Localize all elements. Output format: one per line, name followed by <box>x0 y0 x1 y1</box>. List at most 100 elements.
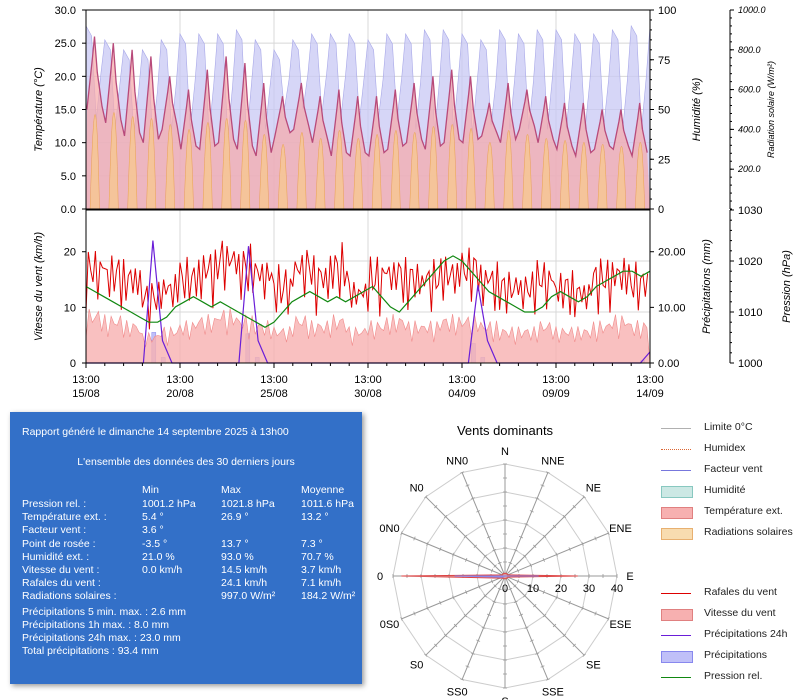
legend-item: Pression rel. <box>658 669 800 685</box>
report-extra-line: Total précipitations : 93.4 mm <box>22 645 159 658</box>
radar-spoke-tick <box>476 639 481 642</box>
ylabel-solar: Radiation solaire (W/m²) <box>766 61 776 158</box>
report-extra-line: Précipitations 5 min. max. : 2.6 mm <box>22 605 186 618</box>
radar-spoke-tick <box>581 606 584 611</box>
radar-direction-label: S <box>501 696 508 700</box>
tick-label-precipitation: 10.00 <box>658 302 686 314</box>
radar-spoke-tick <box>481 523 486 526</box>
solar-radiation-peak <box>371 134 382 210</box>
tick-label-solar: 600.0 <box>738 85 761 95</box>
radar-direction-label: 0 <box>377 571 383 583</box>
radar-spoke-tick <box>529 584 533 589</box>
report-value-max: 24.1 km/h <box>221 577 268 590</box>
tick-label-temperature: 25.0 <box>55 38 76 50</box>
radar-spoke-tick <box>492 548 497 552</box>
tick-label-time: 13:00 <box>542 374 570 386</box>
report-row-label: Température ext. : <box>22 511 107 524</box>
tick-label-pressure: 1010 <box>738 307 762 319</box>
radar-spoke-tick <box>542 557 545 562</box>
radar-spoke-tick <box>470 497 475 500</box>
radar-direction-label: ESE <box>609 619 631 631</box>
radar-spoke-tick <box>594 611 597 616</box>
radar-spoke-tick <box>594 536 597 541</box>
wind-gust-line <box>85 240 649 330</box>
report-value-min: -3.5 ° <box>142 537 168 550</box>
radar-spoke-tick <box>529 639 534 642</box>
radar-spoke-tick <box>582 495 586 499</box>
radar-spoke-tick <box>443 633 448 638</box>
radar-spoke-tick <box>562 514 567 519</box>
radar-spoke-tick <box>533 604 537 608</box>
tick-label-solar: 800.0 <box>738 45 761 55</box>
tick-label-temperature: 5.0 <box>61 171 76 183</box>
legend-swatch <box>661 486 693 498</box>
solar-radiation-peak <box>465 128 476 210</box>
radar-spoke-tick <box>497 587 502 591</box>
report-row-label: Radiations solaires : <box>22 590 117 603</box>
radar-spoke-tick <box>523 554 527 558</box>
radar-spoke-tick <box>568 547 571 552</box>
radar-spoke-tick <box>524 523 529 526</box>
solar-radiation-peak <box>334 130 345 210</box>
radar-spoke-tick <box>493 564 497 568</box>
legend-item: Rafales du vent <box>658 585 800 601</box>
radar-spoke-tick <box>434 643 438 647</box>
radar-spoke-tick <box>519 613 524 616</box>
report-value-avg: 70.7 % <box>301 550 334 563</box>
solar-radiation-peak <box>202 122 213 210</box>
radar-spoke-tick <box>542 534 547 539</box>
legend-item: Précipitations <box>658 648 800 664</box>
solar-radiation-peak <box>296 132 307 210</box>
radar-spoke-tick <box>535 652 540 655</box>
report-value-min: 21.0 % <box>142 550 175 563</box>
report-value-min: 1001.2 hPa <box>142 498 196 510</box>
radar-spoke-tick <box>463 534 468 539</box>
tick-label-time: 13:00 <box>448 374 476 386</box>
radar-spoke-tick <box>607 616 610 621</box>
radar-spoke-tick <box>582 653 586 657</box>
tick-label-temperature: 20.0 <box>55 71 76 83</box>
header-avg: Moyenne <box>301 484 345 496</box>
legend-swatch <box>661 635 691 636</box>
radar-spoke-tick <box>452 595 455 600</box>
report-value-min: 3.6 ° <box>142 524 164 537</box>
radar-spoke-tick <box>473 604 477 608</box>
solar-radiation-peak <box>447 124 457 210</box>
tick-label-date: 14/09 <box>636 388 664 400</box>
radar-spoke-tick <box>516 568 520 573</box>
radar-spoke-tick <box>413 536 416 541</box>
report-value-max: 93.0 % <box>221 550 254 563</box>
radar-spoke-tick <box>497 561 502 565</box>
radar-spoke-tick <box>513 600 518 604</box>
solar-radiation-peak <box>390 130 401 210</box>
radar-speed-area <box>454 575 539 578</box>
tick-label-wind: 10 <box>64 302 76 314</box>
report-extra-line: Précipitations 24h max. : 23.0 mm <box>22 632 181 644</box>
tick-label-pressure: 1030 <box>738 205 762 217</box>
ylabel-wind: Vitesse du vent (km/h) <box>33 232 45 342</box>
radar-spoke-tick <box>490 568 494 573</box>
radar-spoke-tick <box>473 544 477 548</box>
solar-radiation-peak <box>315 138 326 210</box>
report-row-label: Point de rosée : <box>22 537 96 550</box>
radar-spoke-tick <box>581 541 584 546</box>
radar-spoke-tick <box>465 590 468 595</box>
radar-direction-label: E <box>626 571 633 583</box>
tick-label-temperature: 0.0 <box>61 204 76 216</box>
ylabel-pressure: Pression (hPa) <box>781 250 793 323</box>
tick-label-temperature: 15.0 <box>55 105 76 117</box>
report-value-max: 1021.8 hPa <box>221 498 275 510</box>
radar-direction-label: N <box>501 446 509 458</box>
radar-spoke-tick <box>529 510 534 513</box>
report-row: Facteur vent : 3.6 ° <box>22 524 362 537</box>
radar-spoke-tick <box>492 600 497 604</box>
radar-direction-label: 0N0 <box>379 523 399 535</box>
radar-spoke-tick <box>483 594 487 598</box>
solar-radiation-peak <box>183 129 194 210</box>
legend-item: Humidité <box>658 483 800 499</box>
solar-radiation-peak <box>503 130 514 210</box>
radar-spoke-tick <box>529 563 533 568</box>
solar-radiation-peak <box>165 124 175 210</box>
radar-spoke-tick <box>465 484 470 487</box>
radar-spoke-tick <box>555 595 558 600</box>
